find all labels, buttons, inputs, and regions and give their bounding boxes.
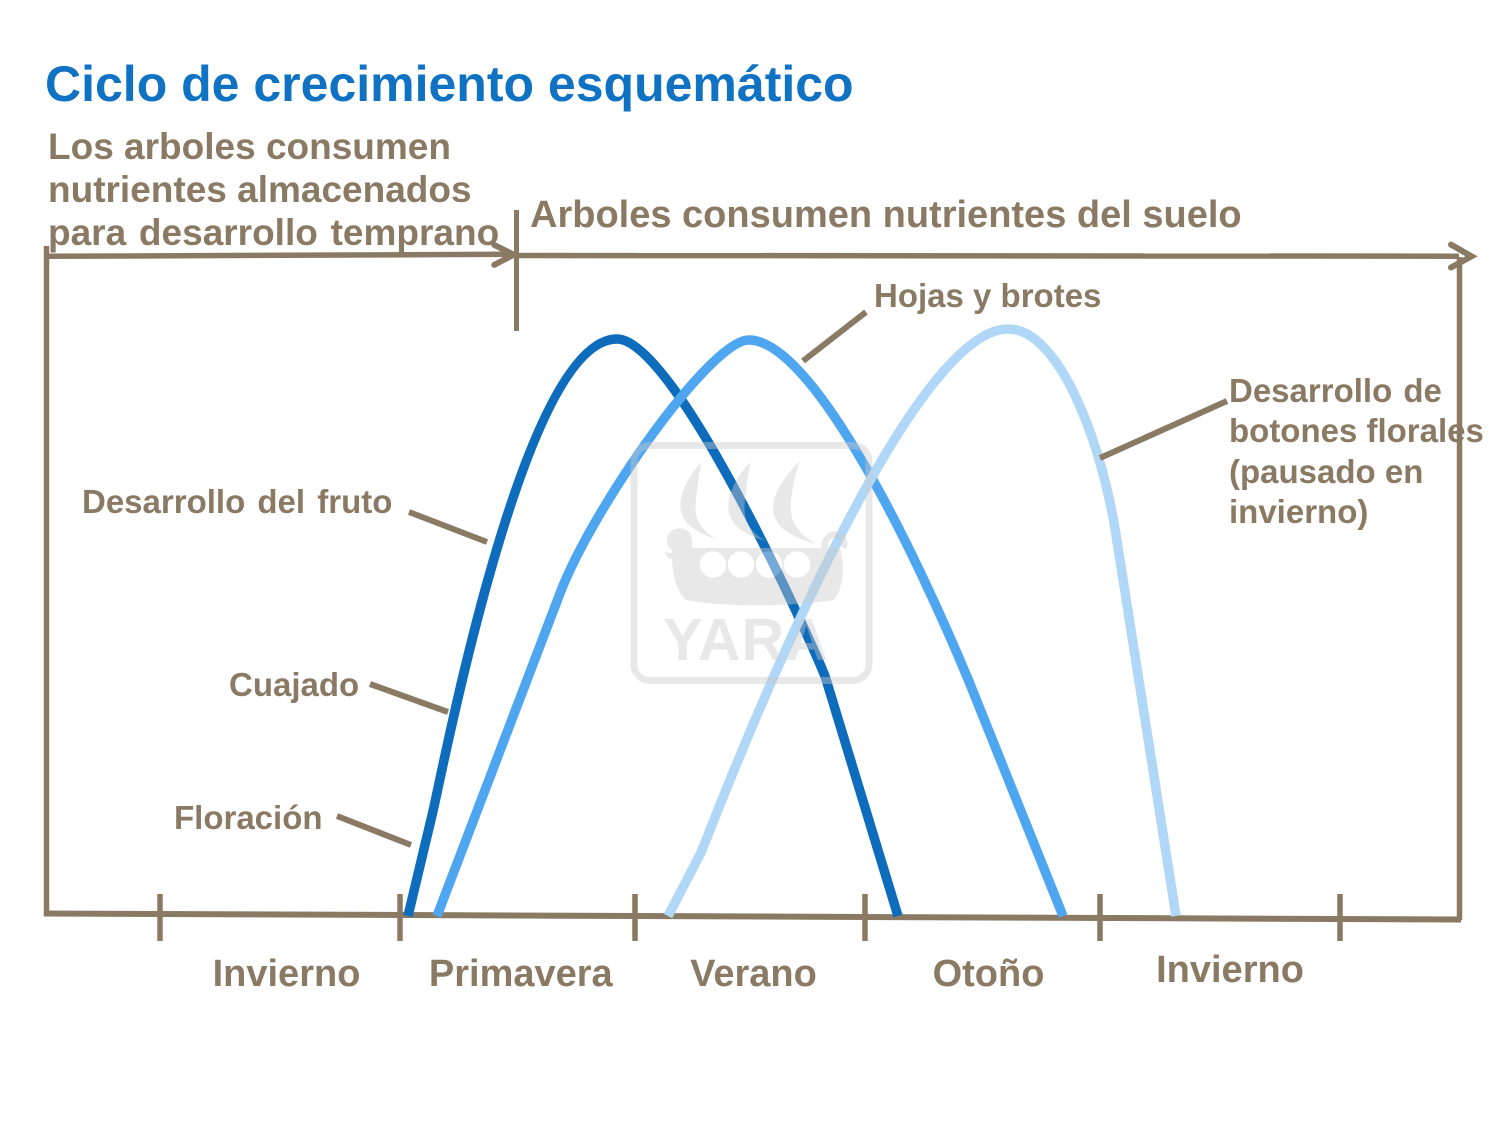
svg-text:para desarrollo temprano: para desarrollo temprano xyxy=(48,212,499,253)
svg-text:Desarrollo de: Desarrollo de xyxy=(1229,372,1442,409)
svg-text:invierno): invierno) xyxy=(1229,493,1368,530)
svg-text:Floración: Floración xyxy=(174,799,323,836)
svg-text:Cuajado: Cuajado xyxy=(229,666,359,703)
svg-text:Hojas y brotes: Hojas y brotes xyxy=(874,277,1101,314)
svg-text:(pausado en: (pausado en xyxy=(1229,453,1423,490)
svg-text:Invierno: Invierno xyxy=(213,953,361,995)
svg-text:nutrientes almacenados: nutrientes almacenados xyxy=(48,169,472,210)
svg-text:Otoño: Otoño xyxy=(933,953,1045,995)
svg-text:Ciclo de crecimiento esquemáti: Ciclo de crecimiento esquemático xyxy=(45,56,854,112)
svg-text:Los arboles consumen: Los arboles consumen xyxy=(48,126,451,167)
svg-text:Desarrollo del fruto: Desarrollo del fruto xyxy=(82,483,392,520)
svg-text:Arboles consumen nutrientes de: Arboles consumen nutrientes del suelo xyxy=(530,194,1242,236)
svg-text:Primavera: Primavera xyxy=(429,953,614,995)
svg-text:Verano: Verano xyxy=(690,953,817,995)
svg-text:botones florales: botones florales xyxy=(1229,412,1484,449)
svg-text:YARA: YARA xyxy=(663,607,829,673)
svg-text:Invierno: Invierno xyxy=(1156,949,1304,991)
